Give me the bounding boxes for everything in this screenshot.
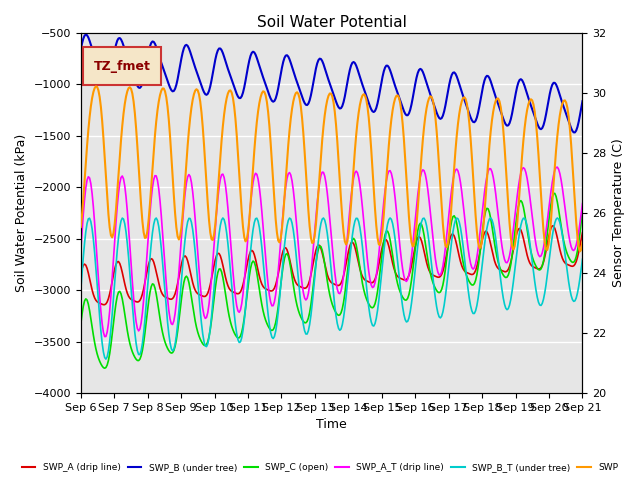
Y-axis label: Sensor Temperature (C): Sensor Temperature (C) (612, 138, 625, 287)
Text: TZ_fmet: TZ_fmet (94, 60, 151, 72)
FancyBboxPatch shape (83, 47, 161, 85)
Legend: SWP_A (drip line), SWP_B (under tree), SWP_C (open), SWP_A_T (drip line), SWP_B_: SWP_A (drip line), SWP_B (under tree), S… (19, 459, 621, 476)
Y-axis label: Soil Water Potential (kPa): Soil Water Potential (kPa) (15, 134, 28, 292)
Title: Soil Water Potential: Soil Water Potential (257, 15, 406, 30)
X-axis label: Time: Time (316, 419, 347, 432)
